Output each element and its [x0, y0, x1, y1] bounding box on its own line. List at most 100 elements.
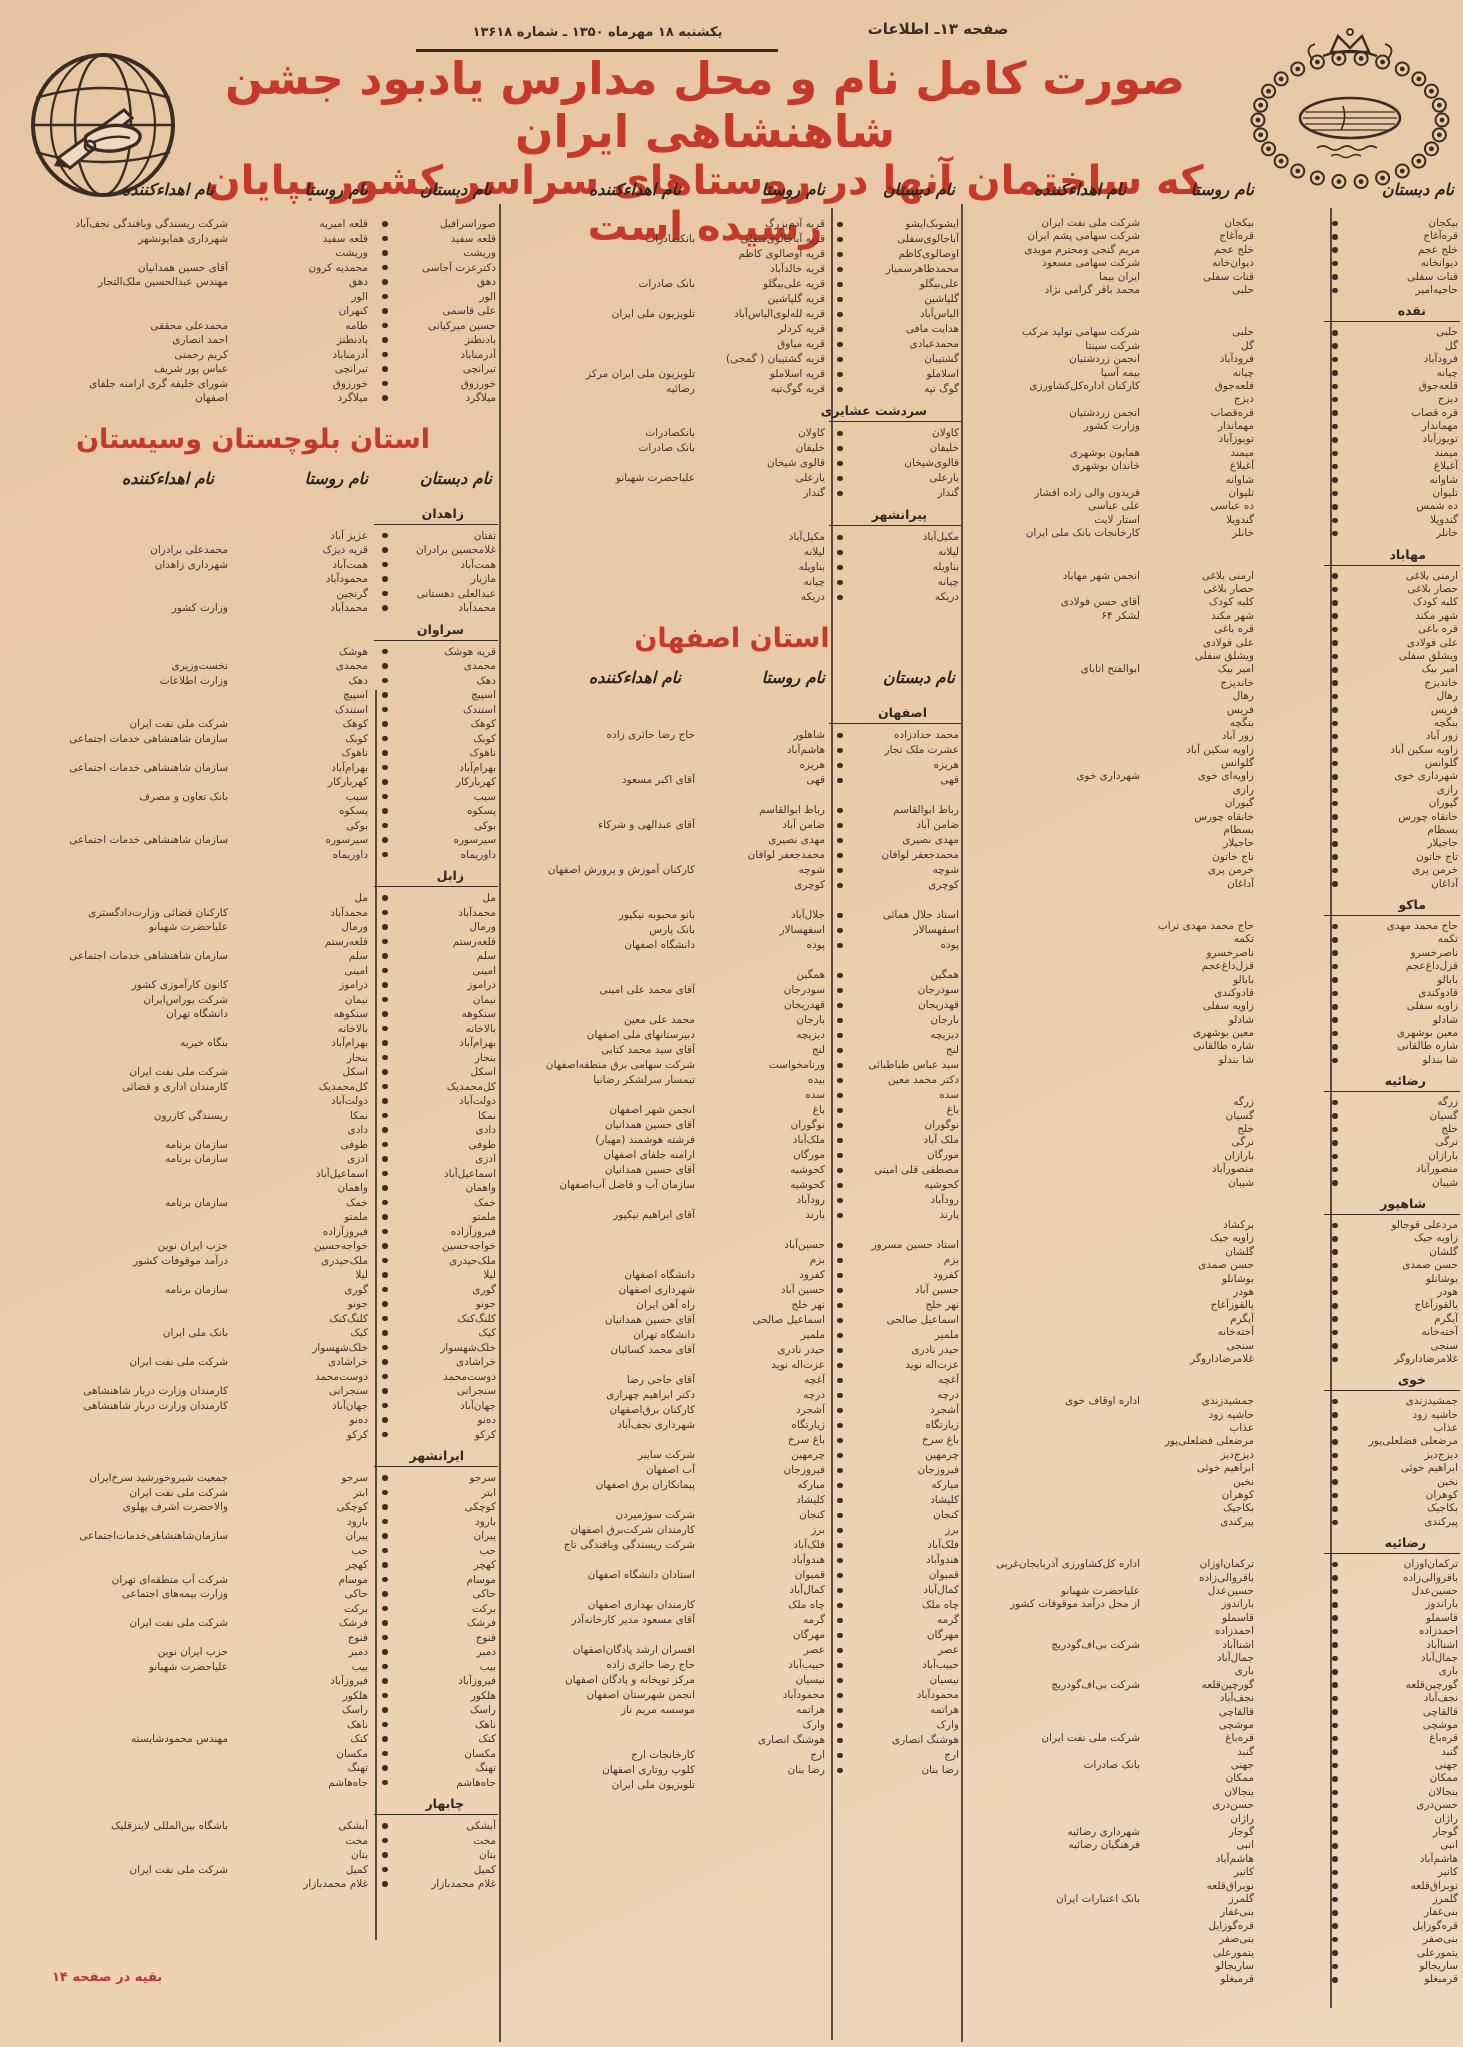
donor-entry — [8, 1123, 228, 1138]
school-entry: تفتان — [378, 529, 498, 544]
donor-entry — [8, 804, 228, 819]
city-header-label: زاهدان — [421, 505, 464, 521]
donor-entry: بنگاه خیریه — [180, 1037, 228, 1049]
donor-entry — [968, 690, 1140, 703]
bullet-icon — [382, 822, 388, 829]
school-entry: گیوران — [1328, 797, 1460, 810]
village-entry: زاویه‌ای خوی — [1197, 770, 1254, 783]
school-entry: موشچی — [1328, 1719, 1460, 1732]
bullet-icon — [1332, 1950, 1338, 1956]
village-entry: بابالو — [1233, 973, 1254, 986]
school-entry: دیزیچه — [833, 1028, 961, 1043]
listing-rows: صوراسرافیل قلعه امیریه شرکت ریسندگی وبافند… — [8, 217, 498, 406]
village-entry: احمدزاده — [1214, 1625, 1254, 1638]
donor-entry — [503, 833, 695, 848]
donor-entry — [8, 1428, 228, 1443]
donor-entry: کارکنان قضائی وزارت‌دادگستری — [88, 906, 228, 919]
donor-entry — [503, 1253, 695, 1268]
bullet-icon — [382, 1040, 388, 1046]
village-column-header: نام روستا — [1190, 180, 1254, 199]
donor-entry: شرکت سهامی مسعود — [1042, 257, 1140, 270]
bullet-icon — [837, 251, 843, 257]
village-entry: عزت‌اله نوید — [771, 1359, 825, 1371]
village-entry: جهنی — [1230, 1759, 1254, 1772]
donor-entry: کارمندان اداری و قضائی — [121, 1080, 228, 1093]
school-entry: جمال‌آباد — [1328, 1652, 1460, 1665]
school-entry: همت‌آباد — [378, 558, 498, 573]
donor-entry — [503, 758, 695, 773]
bullet-icon — [837, 371, 843, 377]
donor-entry — [968, 1313, 1140, 1326]
bullet-icon — [382, 561, 388, 568]
village-entry: محمدیه کرون — [308, 261, 368, 274]
bullet-icon — [1332, 1316, 1338, 1322]
village-entry: ملک‌حیدری — [321, 1254, 368, 1267]
donor-entry — [503, 262, 695, 277]
donor-entry — [968, 1706, 1140, 1719]
village-entry — [695, 1778, 833, 1793]
school-entry: خلیفان — [833, 441, 961, 456]
donor-entry — [503, 530, 695, 545]
bullet-icon — [837, 549, 843, 555]
village-entry: بنی‌صفر — [1219, 1933, 1254, 1946]
school-entry: قره‌گوزایل — [1328, 1920, 1460, 1933]
bullet-icon — [837, 475, 843, 481]
village-entry: خانلر — [1232, 527, 1254, 540]
school-entry: عزت‌اله نوید — [833, 1358, 961, 1373]
bullet-icon — [1332, 1709, 1338, 1715]
bullet-icon — [382, 1750, 388, 1757]
school-entry: برکت — [378, 1602, 498, 1617]
bullet-icon — [382, 1141, 388, 1148]
donor-entry — [968, 393, 1140, 406]
school-entry: استندک — [378, 703, 498, 718]
bullet-icon — [837, 1377, 843, 1383]
school-entry — [833, 893, 961, 908]
bullet-icon — [1332, 1492, 1338, 1499]
bullet-icon — [837, 1542, 843, 1548]
donor-column-header: نام اهداءکننده — [1033, 180, 1126, 199]
school-entry: ده‌نو — [378, 1413, 498, 1428]
village-entry: دیزج — [1233, 393, 1254, 406]
village-entry: حبیب‌آباد — [788, 1659, 825, 1671]
donor-entry: انجمن زردشتیان — [1069, 353, 1140, 366]
city-header: پیرانشهر — [503, 507, 961, 526]
donor-entry: فرشته هوشمند (مهیار) — [595, 1134, 695, 1146]
donor-entry — [8, 1747, 228, 1762]
donor-entry — [968, 1163, 1140, 1176]
village-entry: پسکوه — [338, 805, 368, 817]
donor-entry — [8, 1877, 228, 1892]
school-entry: محمدآباد — [378, 906, 498, 921]
school-entry: فنوج — [378, 1631, 498, 1646]
village-entry: امینی — [344, 964, 368, 977]
village-entry: بیب — [351, 1660, 368, 1673]
donor-entry: انجمن شهر مهاباد — [1062, 569, 1140, 582]
village-entry: کوهران — [1221, 1489, 1254, 1502]
donor-entry: افسران ارشد پادگان‌اصفهان — [572, 1644, 695, 1656]
city-header-label: رضائیه — [1384, 1535, 1426, 1551]
village-entry: کحوشیه — [790, 1179, 825, 1191]
bullet-icon — [1332, 1561, 1338, 1568]
donor-entry — [968, 1853, 1140, 1866]
bullet-icon — [837, 1032, 843, 1038]
village-entry: موشچی — [1218, 1718, 1254, 1731]
school-entry: گلپاشین — [833, 292, 961, 307]
village-entry: کلبه کودک — [1208, 596, 1254, 609]
donor-entry — [8, 1718, 228, 1733]
school-entry: ملمتو — [378, 1210, 498, 1225]
village-entry: شاهلور — [793, 729, 825, 741]
village-entry: دیزیچه — [796, 1029, 825, 1041]
bullet-icon — [1332, 977, 1338, 983]
village-entry: اسماعیل‌آباد — [315, 1167, 368, 1180]
bullet-icon — [382, 1518, 388, 1525]
school-entry: رازی — [1328, 784, 1460, 797]
bullet-icon — [837, 1482, 843, 1488]
school-entry: قهی — [833, 773, 961, 788]
village-entry: هوشک — [338, 645, 368, 658]
city-header-label: شاهپور — [1380, 1196, 1426, 1211]
school-entry: دیوانخانه — [1328, 257, 1460, 270]
bullet-icon — [837, 1302, 843, 1308]
village-entry: نهر خلج — [791, 1299, 825, 1311]
village-entry: مل — [354, 892, 368, 904]
listing-rows: حلبی حلبی شرکت سهامی تولید مرکب گل گل شرکت سپ… — [968, 326, 1460, 540]
bullet-icon — [837, 1017, 843, 1023]
